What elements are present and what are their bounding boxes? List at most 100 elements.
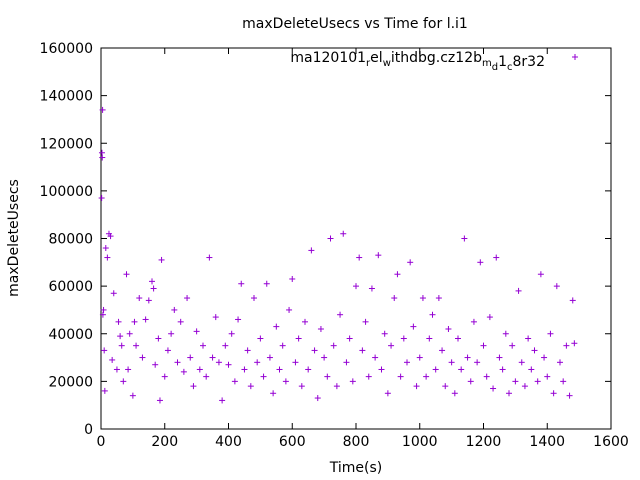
data-point (541, 354, 548, 361)
data-point (120, 378, 127, 385)
data-point (439, 347, 446, 354)
data-point (467, 378, 474, 385)
data-point (203, 373, 210, 380)
data-point (365, 373, 372, 380)
data-point (129, 392, 136, 399)
data-point (302, 318, 308, 325)
data-point (149, 278, 155, 285)
legend-label-part: ithdbg.cz12b (391, 50, 482, 66)
plot-frame (100, 47, 612, 430)
data-point (333, 383, 340, 390)
data-point (145, 297, 152, 304)
legend-marker-symbol (572, 54, 578, 60)
data-point (117, 333, 124, 340)
x-axis-label: Time(s) (329, 460, 382, 476)
data-point (254, 359, 261, 366)
data-point (394, 271, 401, 278)
data-point (423, 373, 430, 380)
data-point (337, 311, 344, 318)
data-point (289, 275, 296, 282)
data-point (193, 328, 200, 335)
data-point (569, 297, 576, 304)
data-point (400, 335, 407, 342)
data-point (496, 354, 503, 361)
legend-label-part: el (370, 50, 383, 66)
x-tick-label: 400 (215, 434, 242, 450)
data-point (340, 230, 347, 237)
data-point (353, 283, 359, 290)
data-point (378, 366, 385, 373)
data-point (419, 295, 426, 302)
data-point (404, 359, 410, 366)
data-point (547, 330, 554, 337)
y-tick-label: 100000 (40, 184, 93, 200)
data-point (113, 366, 120, 373)
data-point (534, 378, 541, 385)
data-point (518, 359, 525, 366)
y-tick-label: 140000 (40, 89, 93, 105)
data-point (266, 354, 273, 361)
data-point (521, 383, 528, 390)
data-point (101, 387, 108, 394)
data-point (99, 106, 106, 113)
data-point (560, 378, 567, 385)
data-point (184, 295, 191, 302)
data-point (324, 373, 331, 380)
data-point (509, 342, 516, 349)
data-point (442, 383, 449, 390)
data-point (273, 323, 280, 330)
data-point (152, 361, 159, 368)
data-point (563, 342, 570, 349)
data-point (156, 397, 163, 404)
data-point (490, 385, 497, 392)
data-point (426, 335, 433, 342)
data-point (413, 383, 420, 390)
y-tick-label: 20000 (48, 374, 93, 390)
data-point (356, 254, 363, 261)
data-point (407, 259, 414, 266)
x-tick-label: 1600 (593, 434, 629, 450)
data-point (349, 378, 356, 385)
legend-label-part: 8r32 (513, 54, 545, 70)
data-points (98, 106, 578, 404)
data-point (375, 252, 382, 259)
x-tick-label: 1200 (466, 434, 502, 450)
data-point (225, 361, 232, 368)
data-point (164, 347, 171, 354)
data-point (109, 356, 116, 363)
data-point (458, 366, 465, 373)
data-point (317, 325, 324, 332)
data-point (368, 285, 375, 292)
x-tick-label: 600 (279, 434, 306, 450)
data-point (528, 366, 535, 373)
data-point (133, 342, 140, 349)
data-point (231, 378, 238, 385)
data-point (372, 354, 379, 361)
data-point (161, 373, 168, 380)
data-point (102, 245, 109, 252)
data-point (260, 373, 267, 380)
data-point (136, 295, 143, 302)
data-point (416, 354, 423, 361)
y-axis-label: maxDeleteUsecs (6, 179, 22, 297)
data-point (101, 347, 108, 354)
y-tick-label: 160000 (40, 41, 93, 57)
data-point (200, 342, 206, 349)
data-point (391, 295, 398, 302)
data-point (537, 271, 544, 278)
data-point (206, 254, 213, 261)
data-point (98, 195, 105, 202)
legend-marker (572, 54, 578, 60)
data-point (499, 366, 506, 373)
data-point (525, 335, 532, 342)
chart-title: maxDeleteUsecs vs Time for l.i1 (242, 16, 468, 32)
data-point (381, 330, 388, 337)
data-point (158, 256, 165, 263)
data-point (276, 366, 283, 373)
data-point (410, 323, 417, 330)
data-point (397, 373, 404, 380)
data-point (177, 318, 184, 325)
data-point (544, 373, 551, 380)
data-point (257, 335, 264, 342)
